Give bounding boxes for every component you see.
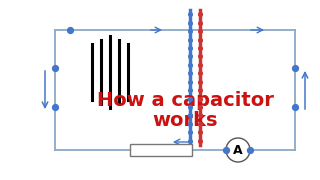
Point [52,105,58,108]
Point [197,89,203,92]
Point [197,38,203,41]
Point [197,63,203,66]
Point [197,80,203,83]
Point [188,97,193,100]
Point [292,105,298,108]
Point [68,29,73,32]
Point [247,148,252,151]
Point [197,46,203,49]
Point [188,131,193,134]
Bar [130,144,192,156]
Point [188,72,193,75]
Point [197,97,203,100]
Point [197,106,203,109]
Point [188,114,193,117]
Point [292,67,298,70]
Point [52,67,58,70]
Point [197,72,203,75]
Point [188,30,193,33]
Point [188,38,193,41]
Point [188,63,193,66]
Point [188,55,193,58]
Point [223,148,228,151]
Point [197,122,203,125]
Point [188,122,193,125]
Point [197,13,203,16]
Point [188,139,193,142]
Point [197,30,203,33]
Point [197,114,203,117]
Point [197,55,203,58]
Text: How a capacitor: How a capacitor [97,91,273,109]
Point [197,131,203,134]
Point [188,80,193,83]
Point [188,106,193,109]
Text: A: A [233,143,243,156]
Point [197,21,203,24]
Point [197,139,203,142]
Point [188,89,193,92]
Point [188,46,193,49]
Point [188,13,193,16]
Circle shape [226,138,250,162]
Text: works: works [152,111,218,129]
Point [188,21,193,24]
